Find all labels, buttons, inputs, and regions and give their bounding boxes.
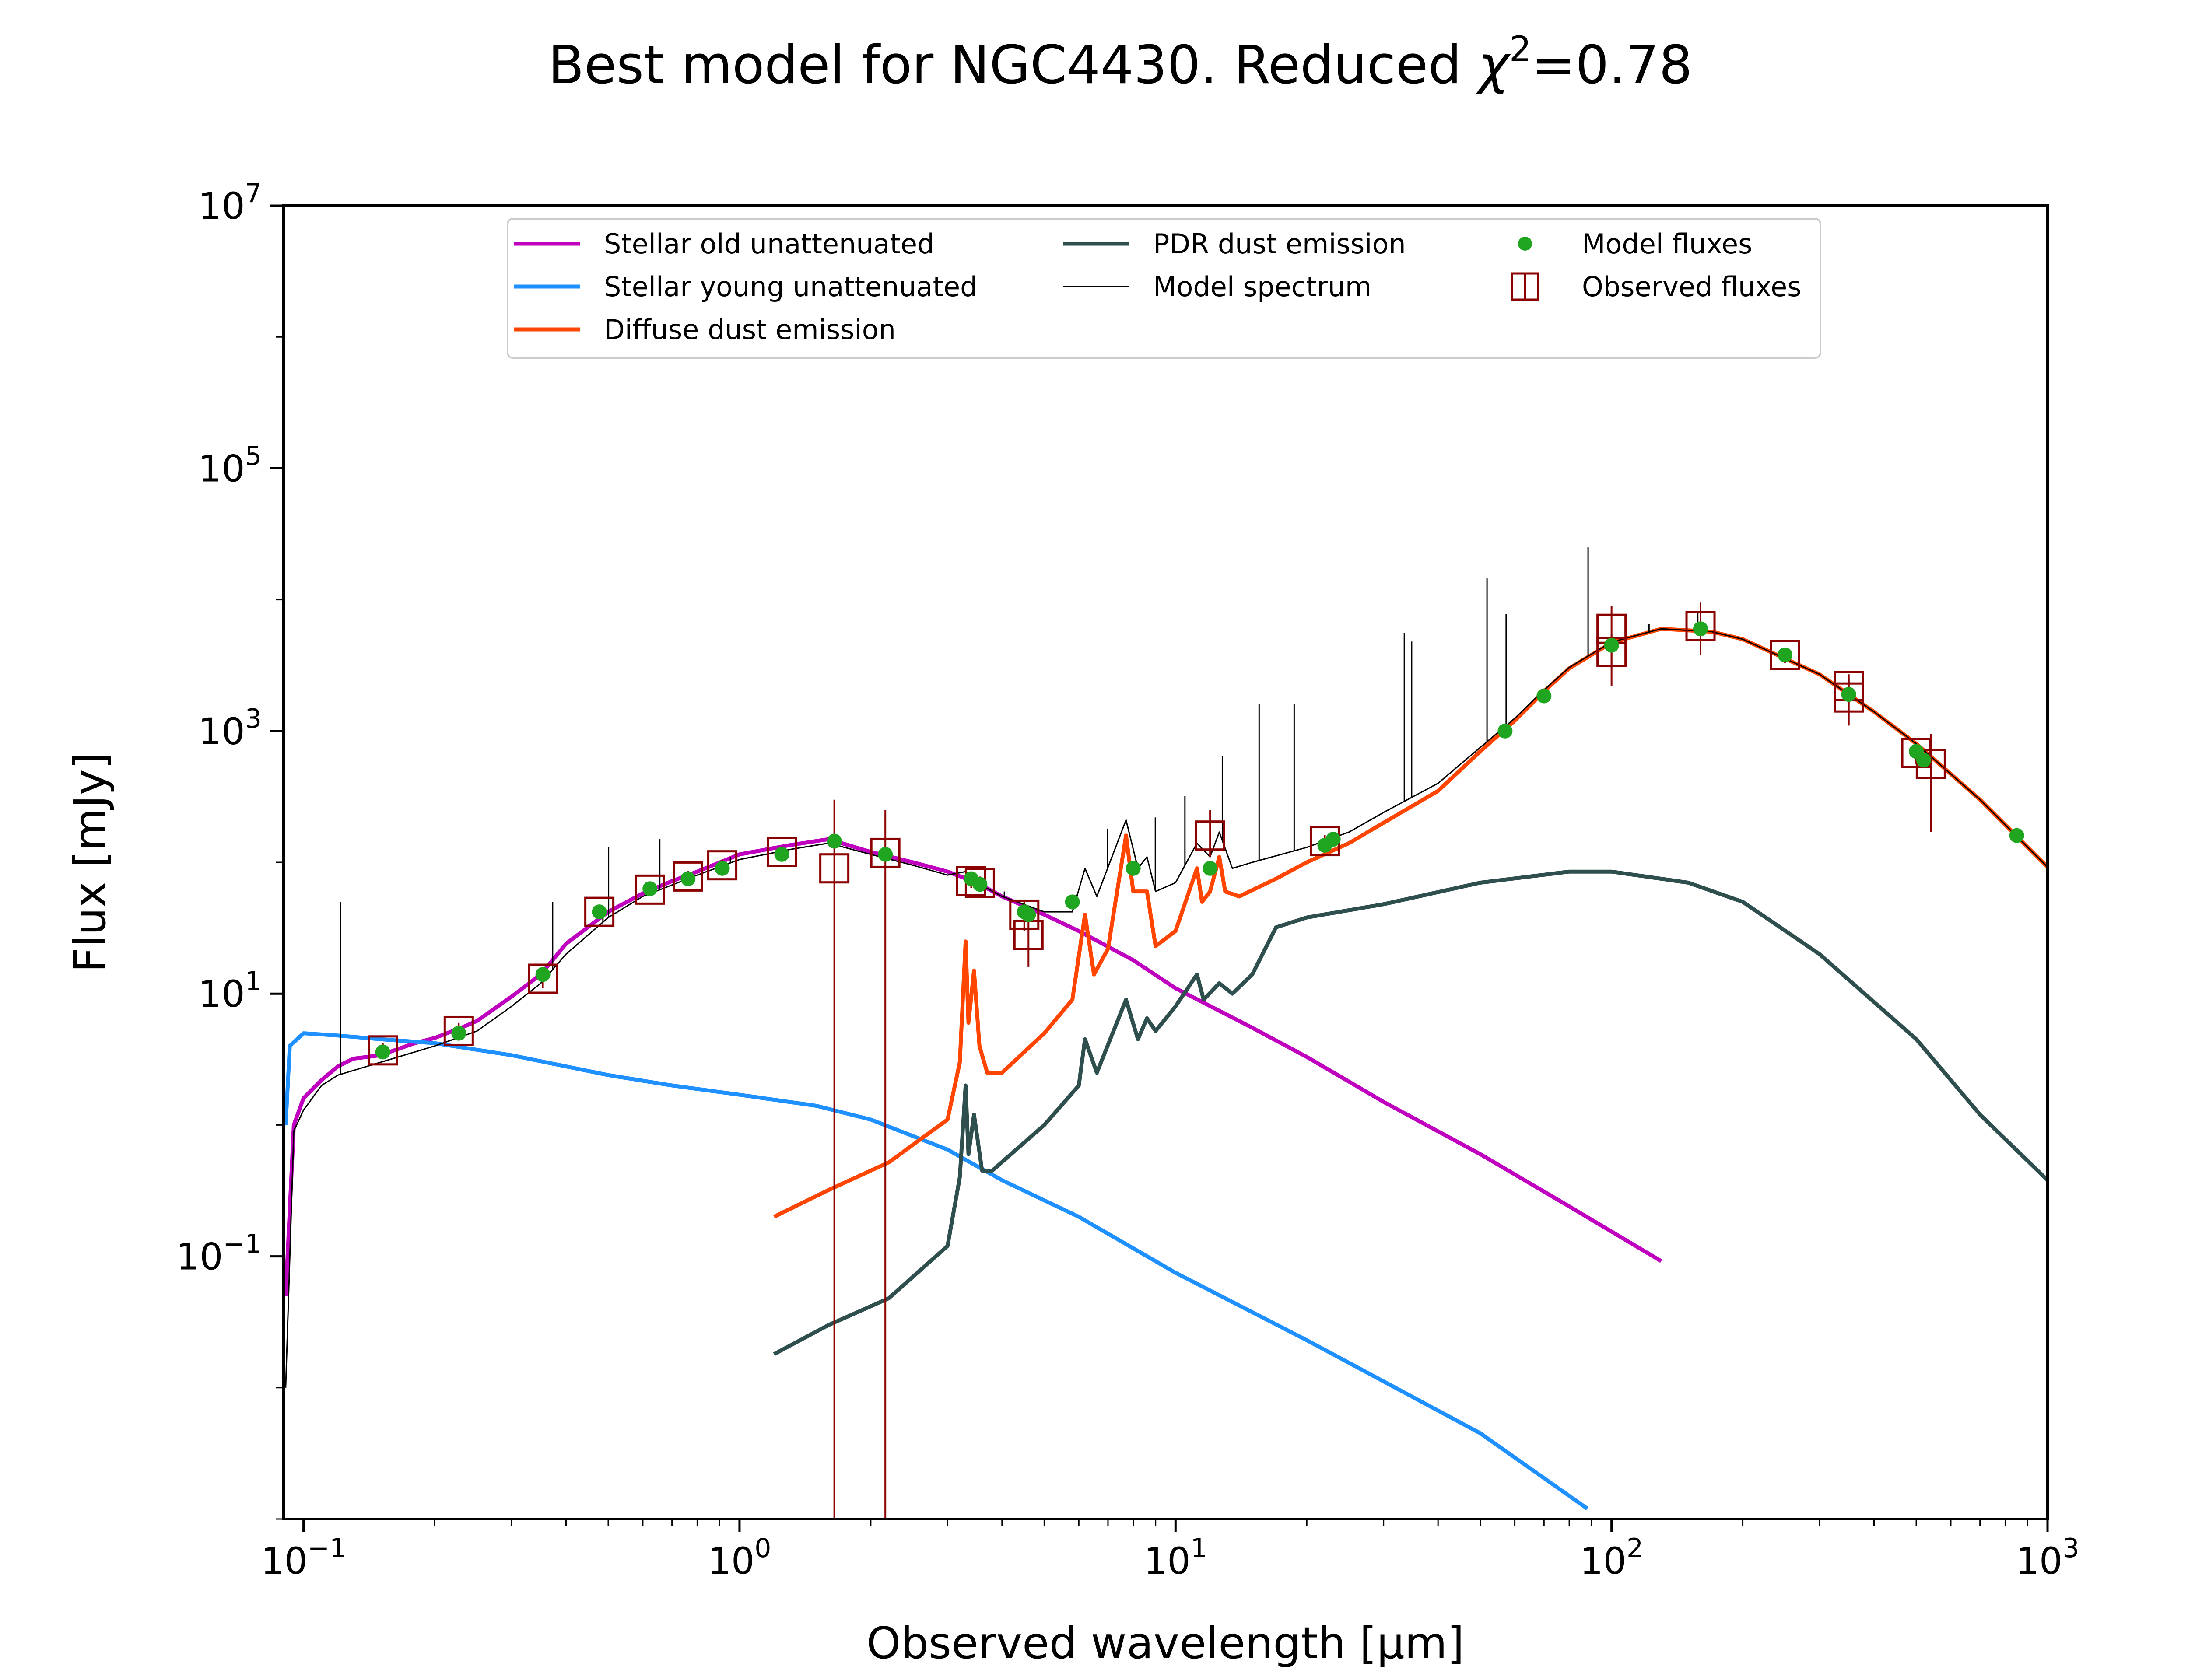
observed-flux-marker-2 [528, 963, 558, 994]
y-tick-label-0: 10−1 [176, 1229, 262, 1278]
model-flux-point-21 [1604, 637, 1619, 653]
model-flux-point-18 [1325, 832, 1341, 847]
observed-flux-marker-9 [870, 837, 901, 868]
model-flux-point-0 [375, 1044, 390, 1060]
model-flux-point-14 [1065, 894, 1080, 910]
observed-flux-marker-4 [635, 874, 665, 905]
x-tick-label-4: 103 [2016, 1533, 2079, 1582]
y-tick-label-4: 107 [198, 178, 262, 228]
y-axis-title: Flux [mJy] [64, 752, 116, 973]
legend-label-stellar-old-unattenuated: Stellar old unattenuated [604, 228, 934, 260]
model-flux-point-9 [878, 847, 893, 862]
y-tick-label-2: 103 [198, 704, 262, 753]
observed-flux-marker-5 [673, 861, 703, 892]
series-line-model-spectrum [285, 628, 2048, 1388]
x-tick-label-2: 101 [1144, 1533, 1207, 1582]
model-flux-point-13 [1021, 907, 1036, 922]
series-line-stellar-old-unattenuated [284, 837, 1662, 1296]
observed-flux-marker-8 [819, 853, 850, 884]
model-flux-point-1 [451, 1026, 466, 1041]
legend-label-diffuse-dust-emission: Diffuse dust emission [604, 314, 896, 346]
observed-flux-marker-14 [1195, 820, 1225, 851]
x-tick-label-0: 10−1 [261, 1533, 346, 1582]
observed-flux-marker-21 [1834, 682, 1864, 713]
model-flux-point-23 [1778, 647, 1793, 662]
legend-label-observed-fluxes: Observed fluxes [1582, 271, 1802, 303]
legend-items: Stellar old unattenuated Stellar young un… [514, 228, 1802, 346]
marker-layer [368, 602, 2024, 1519]
model-flux-point-8 [827, 833, 842, 849]
series-line-pdr-dust-emission [773, 869, 2048, 1356]
model-flux-point-16 [1203, 861, 1218, 876]
model-flux-point-27 [2009, 828, 2024, 843]
model-flux-point-4 [642, 881, 658, 896]
legend-label-model-fluxes: Model fluxes [1582, 228, 1752, 260]
model-flux-point-20 [1536, 688, 1552, 704]
observed-flux-marker-3 [584, 896, 615, 927]
model-flux-point-22 [1693, 621, 1708, 637]
observed-flux-marker-0 [368, 1035, 398, 1066]
observed-flux-marker-23 [1915, 749, 1946, 779]
observed-flux-marker-6 [707, 850, 738, 881]
legend-label-pdr-dust-emission: PDR dust emission [1153, 228, 1406, 260]
plot-frame [282, 204, 2049, 1520]
observed-flux-marker-7 [766, 836, 797, 867]
model-flux-point-11 [972, 877, 988, 892]
legend: Stellar old unattenuated Stellar young un… [507, 218, 1821, 359]
y-tick-label-1: 101 [198, 966, 262, 1015]
legend-label-stellar-young-unattenuated: Stellar young unattenuated [604, 271, 977, 303]
legend-box [507, 218, 1821, 359]
x-tick-label-1: 100 [708, 1533, 771, 1582]
observed-flux-marker-19 [1770, 640, 1800, 670]
x-tick-label-3: 102 [1580, 1533, 1643, 1582]
chart-title: Best model for NGC4430. Reduced χ2=0.78 [548, 29, 1693, 96]
legend-swatch-model-fluxes [1518, 237, 1532, 251]
observed-flux-marker-1 [443, 1015, 474, 1046]
model-flux-point-15 [1126, 861, 1141, 876]
observed-flux-marker-18 [1685, 611, 1716, 641]
model-flux-point-3 [592, 904, 607, 920]
series-layer [284, 547, 2048, 1510]
model-flux-point-24 [1841, 687, 1856, 702]
model-flux-point-7 [774, 847, 789, 862]
model-flux-point-6 [715, 861, 730, 876]
y-tick-label-3: 105 [198, 441, 262, 490]
model-flux-point-26 [1916, 752, 1932, 768]
model-flux-point-5 [680, 871, 696, 886]
series-line-diffuse-dust-emission [773, 626, 2048, 1219]
observed-flux-marker-12 [1009, 899, 1040, 930]
x-axis-title: Observed wavelength [μm] [866, 1617, 1464, 1669]
series-line-stellar-young-unattenuated [284, 1031, 1588, 1510]
model-flux-point-2 [535, 967, 551, 982]
model-flux-point-19 [1497, 723, 1513, 738]
legend-label-model-spectrum: Model spectrum [1153, 271, 1371, 303]
axis-layer: 10−1 100 101 102 103 10−1 101 103 105 107 [176, 178, 2079, 1582]
